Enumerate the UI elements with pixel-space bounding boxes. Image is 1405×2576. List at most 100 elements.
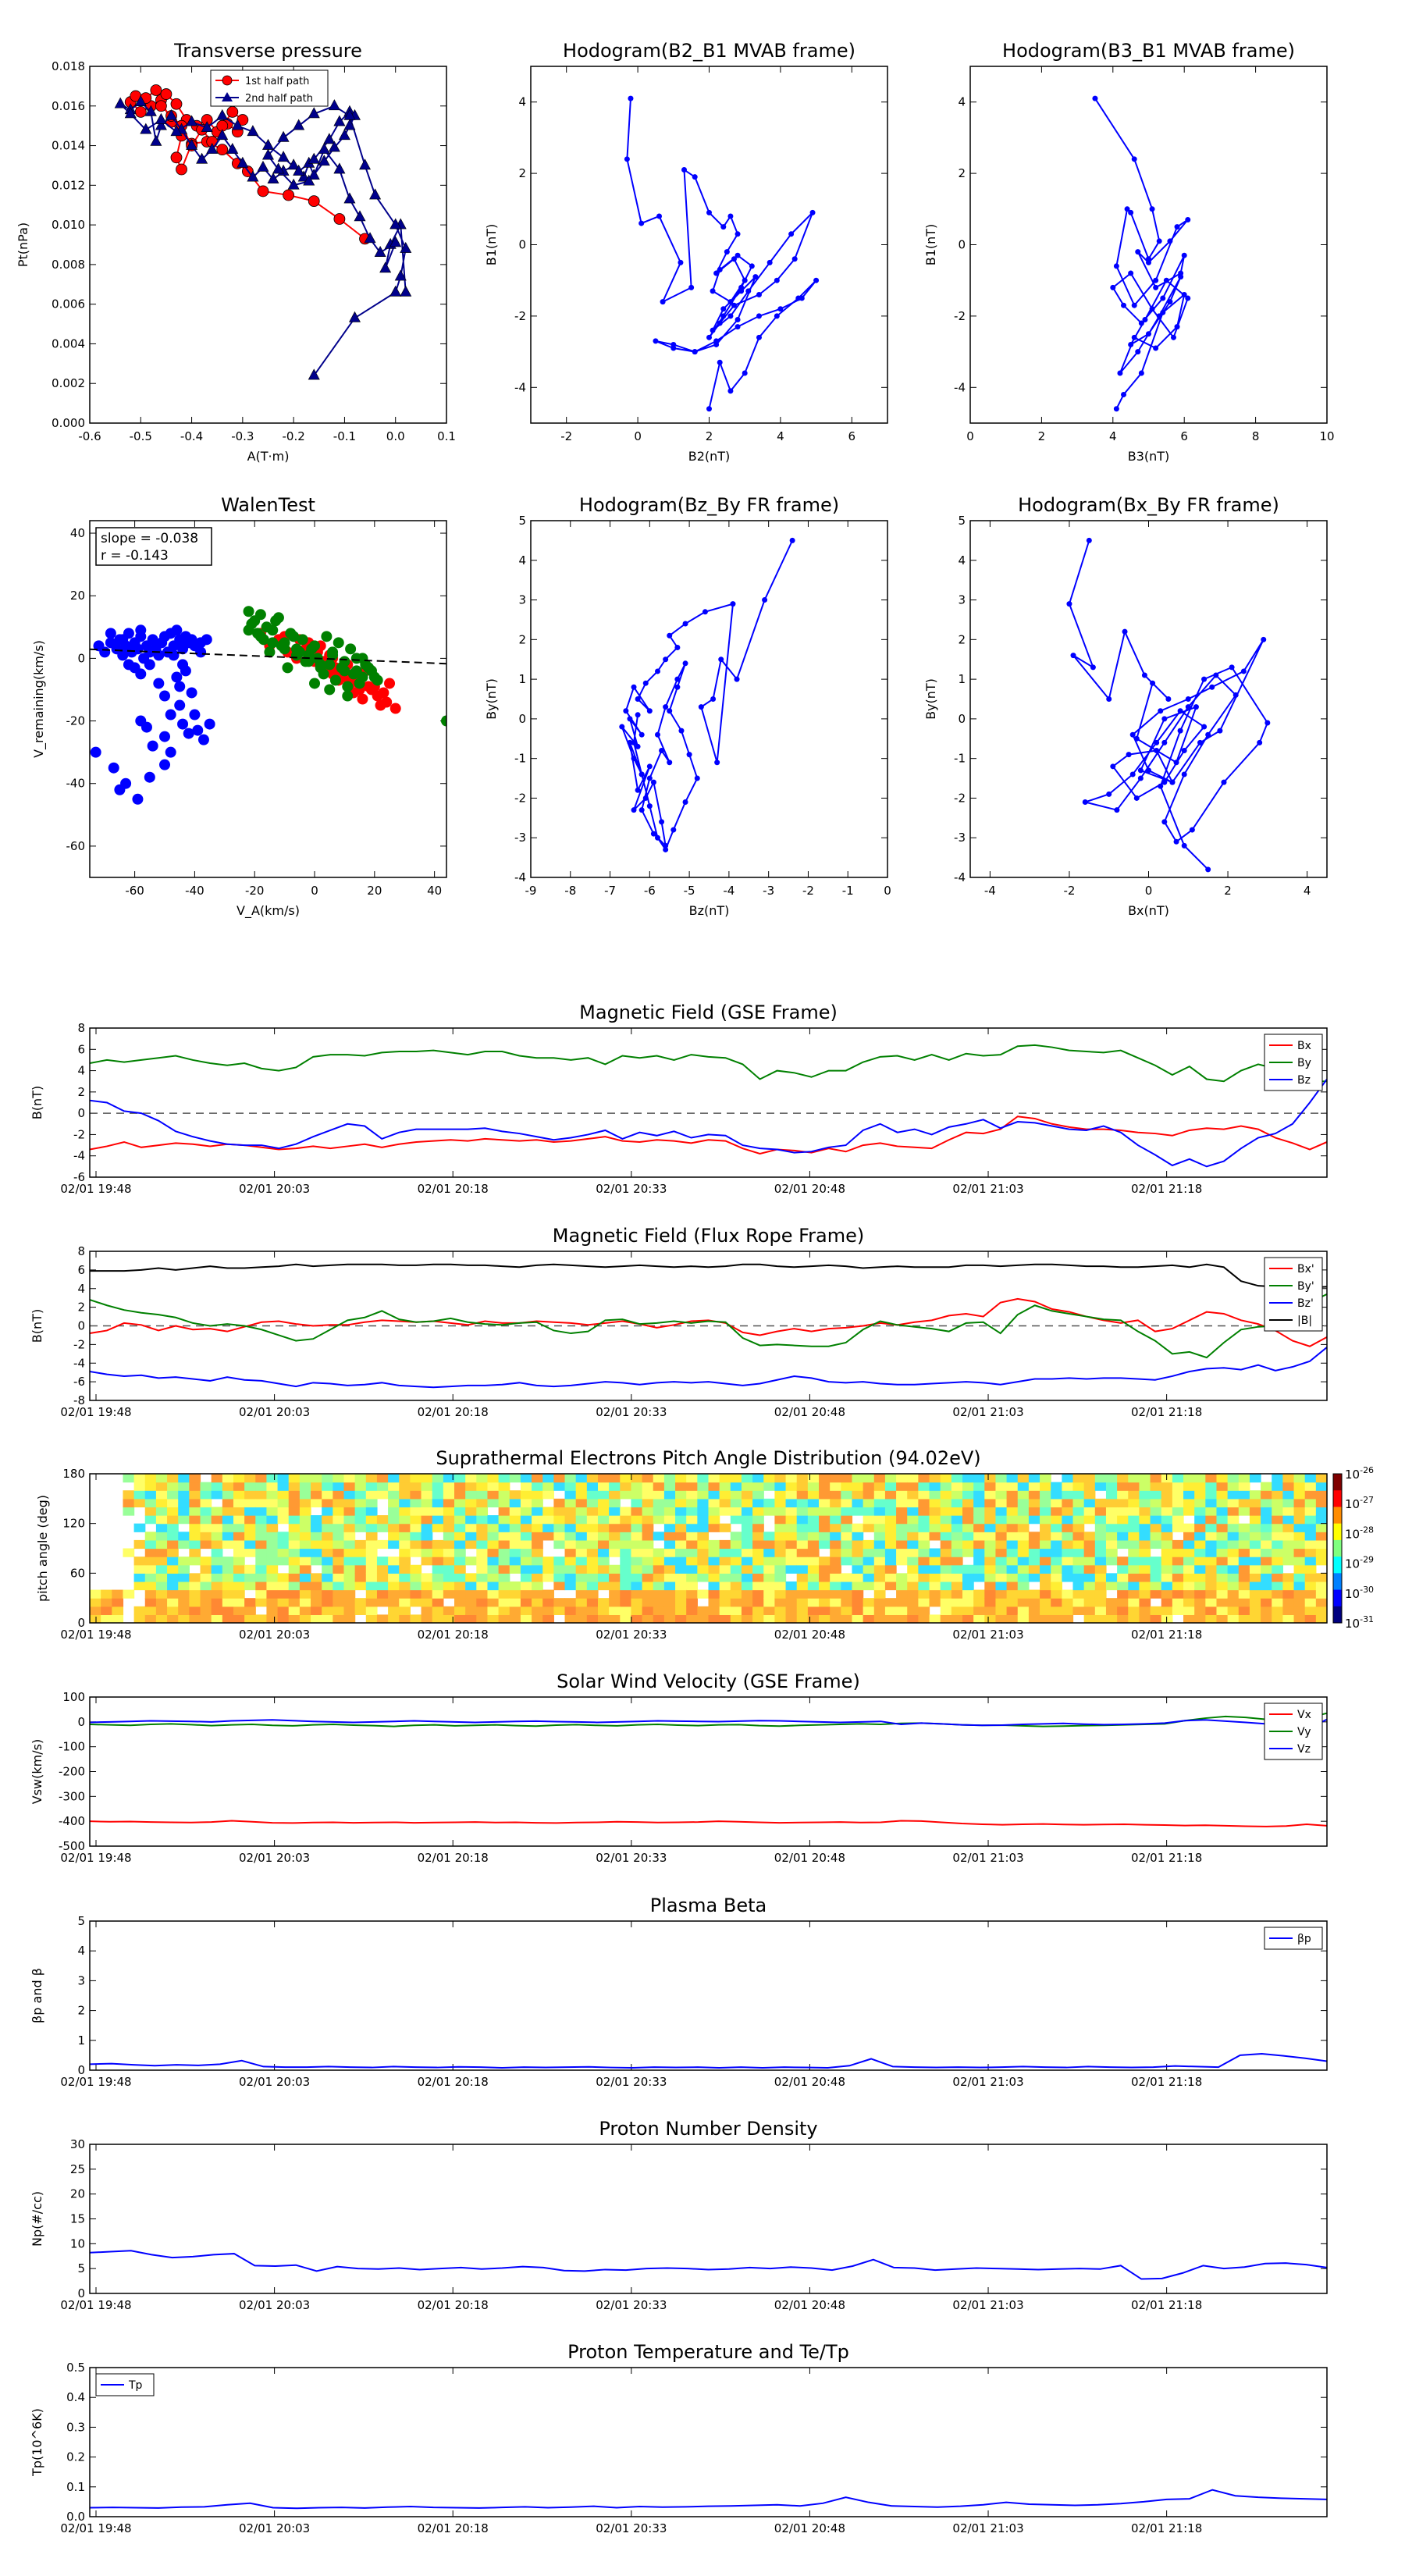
pad-cell	[774, 1498, 787, 1508]
pad-cell	[255, 1482, 268, 1491]
pad-cell	[1282, 1523, 1295, 1532]
pad-cell	[1105, 1523, 1118, 1532]
pad-cell	[708, 1515, 720, 1525]
h4-point	[1193, 704, 1199, 710]
pad-cell	[1139, 1548, 1151, 1557]
pad-cell	[663, 1539, 676, 1550]
pad-cell	[884, 1564, 897, 1574]
walen-point-blue	[108, 762, 119, 774]
h1-point	[692, 349, 698, 355]
pad-cell	[1139, 1564, 1151, 1574]
pad-cell	[542, 1606, 554, 1615]
pad-cell	[564, 1606, 577, 1615]
pad-cell	[686, 1598, 698, 1607]
pad-cell	[631, 1614, 643, 1623]
pad-cell	[586, 1539, 599, 1550]
pad-cell	[542, 1573, 554, 1582]
pad-cell	[653, 1490, 665, 1500]
ts2-ytick-label: -4	[73, 1356, 85, 1370]
pad-cell	[311, 1614, 322, 1623]
pad-cell	[884, 1507, 897, 1516]
pad-cell	[1227, 1515, 1240, 1525]
pad-cell	[774, 1606, 787, 1615]
pad-cell	[1205, 1498, 1218, 1508]
walen-point-green	[243, 606, 254, 617]
pad-cell	[1150, 1474, 1162, 1483]
pad-cell	[421, 1515, 433, 1525]
pad-cell	[1094, 1532, 1107, 1541]
h3-point	[631, 756, 637, 762]
pad-cell	[586, 1532, 599, 1541]
pad-cell	[708, 1490, 720, 1500]
pad-cell	[277, 1532, 290, 1541]
pad-cell	[277, 1482, 290, 1491]
pad-cell	[1139, 1482, 1151, 1491]
pad-cell	[1072, 1474, 1085, 1483]
pad-cell	[465, 1614, 477, 1623]
pad-cell	[708, 1589, 720, 1599]
pad-cell	[443, 1589, 455, 1599]
h3-point	[674, 684, 681, 690]
h2-point	[1138, 320, 1144, 326]
pad-cell	[973, 1589, 985, 1599]
h2-point	[1110, 284, 1116, 290]
pad-cell	[509, 1557, 521, 1566]
pad-cell	[830, 1507, 841, 1516]
pad-cell	[1249, 1507, 1261, 1516]
ts4-series-group	[90, 2052, 1327, 2069]
pad-cell	[940, 1573, 952, 1582]
pad-cell	[222, 1589, 234, 1599]
pad-cell	[189, 1573, 201, 1582]
pad-cell	[233, 1482, 245, 1491]
pad-cell	[1083, 1564, 1096, 1574]
pad-cell	[376, 1490, 389, 1500]
pad-cell	[266, 1581, 279, 1591]
pad-cell	[1249, 1498, 1261, 1508]
pad-cell	[730, 1539, 742, 1550]
walen-point-blue	[144, 659, 155, 671]
h3-point	[734, 676, 740, 682]
pad-cell	[918, 1532, 930, 1541]
pad-cell	[123, 1507, 135, 1516]
pad-cell	[984, 1598, 997, 1607]
pad-cell	[233, 1589, 245, 1599]
pad-cell	[1172, 1490, 1184, 1500]
pad-cell	[189, 1589, 201, 1599]
pad-cell	[233, 1490, 245, 1500]
pad-cell	[642, 1498, 654, 1508]
h2-point	[1124, 206, 1130, 212]
pad-cell	[819, 1557, 831, 1566]
pad-cell	[189, 1598, 201, 1607]
tp-point-triangle	[318, 143, 330, 154]
pad-cell	[1062, 1548, 1074, 1557]
pad-cell	[200, 1564, 212, 1574]
pad-cell	[1072, 1598, 1085, 1607]
pad-cell	[155, 1498, 168, 1508]
walen-point-green	[350, 653, 362, 664]
pad-cell	[1017, 1498, 1030, 1508]
h3-ytick-label: -1	[514, 752, 526, 766]
h1-frame	[530, 66, 888, 424]
pad-cell	[498, 1598, 510, 1607]
pad-cell	[421, 1606, 433, 1615]
pad-cell	[1040, 1532, 1051, 1541]
colorbar-label: 10-28	[1345, 1525, 1374, 1541]
pad-cell	[884, 1498, 897, 1508]
ts6-time-label: 02/01 19:48	[60, 2521, 131, 2535]
pad-cell	[532, 1474, 543, 1483]
ts2-ytick-label: 0	[77, 1319, 85, 1333]
pad-cell	[1249, 1532, 1261, 1541]
pad-cell	[852, 1532, 864, 1541]
pad-cell	[255, 1507, 268, 1516]
pad-cell	[376, 1589, 389, 1599]
h4-point	[1177, 728, 1183, 734]
h3-ytick-label: 1	[518, 672, 526, 686]
pad-cell	[1028, 1598, 1040, 1607]
pad-cell	[675, 1548, 687, 1557]
pad-cell	[399, 1614, 411, 1623]
pad-time-label: 02/01 20:48	[774, 1628, 845, 1642]
walen-point-blue	[204, 718, 215, 730]
pad-cell	[388, 1482, 400, 1491]
pad-cell	[1017, 1598, 1030, 1607]
tp-xtick-label: -0.4	[180, 429, 203, 443]
